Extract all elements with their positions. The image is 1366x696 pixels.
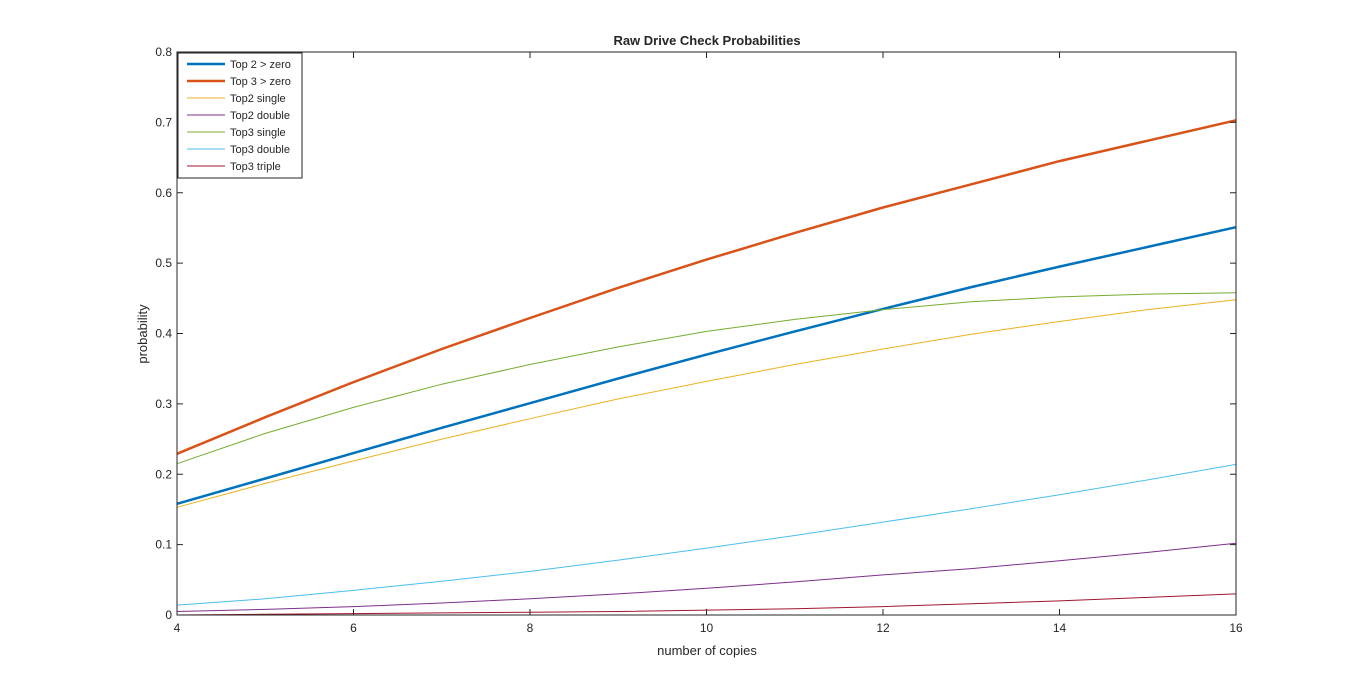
x-axis-label: number of copies <box>657 643 757 658</box>
x-tick-label: 14 <box>1053 621 1067 635</box>
legend-label: Top2 double <box>230 110 290 122</box>
x-tick-label: 12 <box>876 621 890 635</box>
x-tick-label: 4 <box>174 621 181 635</box>
y-tick-label: 0.2 <box>155 467 172 481</box>
y-axis-label: probability <box>135 304 150 364</box>
legend-label: Top2 single <box>230 93 286 105</box>
y-tick-label: 0.7 <box>155 115 172 129</box>
plot-area: 4 6 8 10 12 14 16 0 0.1 0.2 0.3 0.4 0.5 0.6 0.7 0.8 <box>155 45 1243 635</box>
legend: Top 2 > zero Top 3 > zero Top2 single Top2 … <box>177 52 303 179</box>
legend-label: Top3 double <box>230 144 290 156</box>
y-tick-label: 0.3 <box>155 397 172 411</box>
series-line-5 <box>176 463 1237 606</box>
y-tick-label: 0.1 <box>155 538 172 552</box>
legend-label: Top 2 > zero <box>230 59 291 71</box>
y-tick-label: 0.8 <box>155 45 172 59</box>
y-tick-label: 0.5 <box>155 256 172 270</box>
x-tick-label: 16 <box>1229 621 1243 635</box>
x-tick-label: 6 <box>350 621 357 635</box>
x-tick-label: 8 <box>527 621 534 635</box>
y-tick-label: 0.6 <box>155 186 172 200</box>
series-line-4 <box>176 292 1237 465</box>
x-tick-label: 10 <box>700 621 714 635</box>
series-line-2 <box>176 299 1237 508</box>
y-tick-label: 0.4 <box>155 327 172 341</box>
axes-box <box>176 51 1237 616</box>
series-line-3 <box>176 542 1237 612</box>
y-tick-label: 0 <box>165 608 172 622</box>
legend-label: Top3 triple <box>230 161 281 173</box>
legend-label: Top 3 > zero <box>230 76 291 88</box>
chart-title: Raw Drive Check Probabilities <box>613 33 800 48</box>
legend-label: Top3 single <box>230 127 286 139</box>
series-line-0 <box>176 225 1237 506</box>
series-line-1 <box>176 119 1237 455</box>
